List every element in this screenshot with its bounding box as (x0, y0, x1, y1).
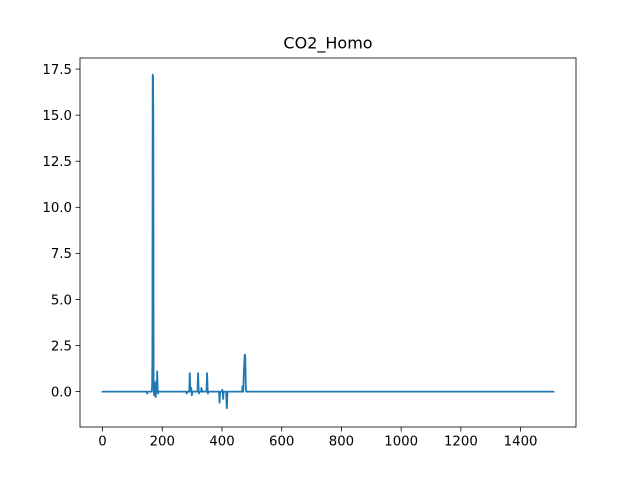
x-tick-label: 200 (150, 435, 175, 450)
y-axis: 0.0 2.5 5.0 7.5 10.0 12.5 15.0 17.5 (42, 63, 80, 400)
y-tick-label: 17.5 (42, 63, 72, 78)
axes-frame (79, 57, 577, 428)
x-tick-label: 0 (98, 435, 106, 450)
y-tick-label: 5.0 (51, 293, 72, 308)
plot-area: 0 200 400 600 800 1000 1200 1400 0.0 2.5 5.0 7.5 10… (42, 57, 577, 450)
chart-title: CO2_Homo (283, 34, 372, 54)
y-tick-label: 2.5 (51, 339, 72, 354)
x-tick-label: 1000 (384, 435, 418, 450)
x-tick-label: 800 (329, 435, 354, 450)
series-line-0 (101, 73, 555, 410)
x-tick-label: 600 (269, 435, 294, 450)
x-tick-label: 1400 (504, 435, 538, 450)
x-axis: 0 200 400 600 800 1000 1200 1400 (98, 427, 538, 450)
x-tick-label: 1200 (444, 435, 478, 450)
y-tick-label: 12.5 (42, 155, 72, 170)
x-tick-label: 400 (209, 435, 234, 450)
y-tick-label: 15.0 (42, 109, 72, 124)
series-layer (101, 73, 555, 410)
y-tick-label: 10.0 (42, 201, 72, 216)
y-tick-label: 0.0 (51, 385, 72, 400)
y-tick-label: 7.5 (51, 247, 72, 262)
